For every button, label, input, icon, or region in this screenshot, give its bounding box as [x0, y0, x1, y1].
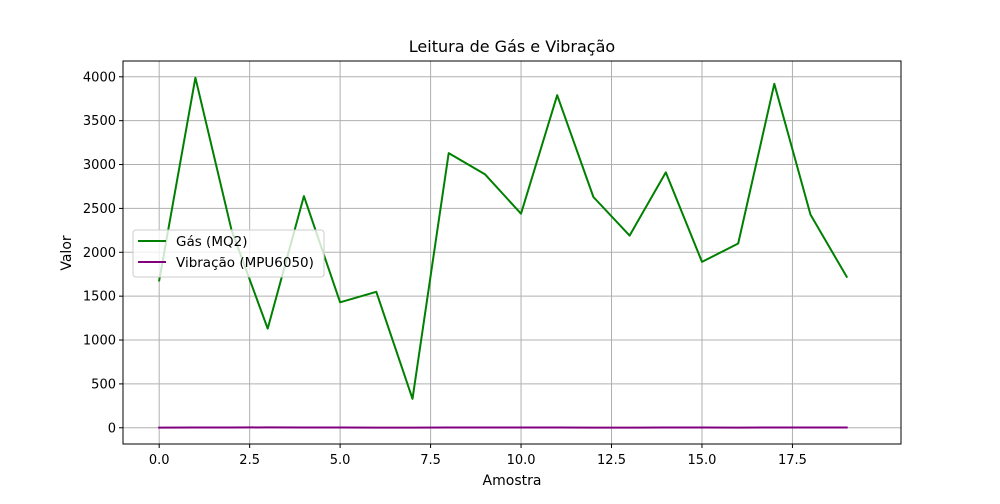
y-tick-label: 1000	[83, 334, 116, 349]
chart-title: Leitura de Gás e Vibração	[409, 37, 615, 56]
x-tick-label: 12.5	[597, 453, 626, 468]
y-tick-label: 2500	[83, 202, 116, 217]
x-tick-label: 17.5	[778, 453, 807, 468]
y-tick-label: 0	[108, 421, 116, 436]
y-tick-label: 3000	[83, 158, 116, 173]
y-tick-label: 4000	[83, 70, 116, 85]
y-tick-label: 2000	[83, 246, 116, 261]
x-tick-label: 10.0	[507, 453, 536, 468]
legend: Gás (MQ2) Vibração (MPU6050)	[133, 230, 324, 277]
x-tick-label: 7.5	[420, 453, 441, 468]
legend-label-gas: Gás (MQ2)	[176, 234, 247, 250]
y-tick-label: 1500	[83, 290, 116, 305]
legend-label-vibration: Vibração (MPU6050)	[176, 255, 314, 271]
x-tick-label: 15.0	[688, 453, 717, 468]
x-axis-label: Amostra	[483, 473, 542, 489]
y-axis-label: Valor	[59, 235, 75, 271]
x-tick-label: 0.0	[149, 453, 170, 468]
x-tick-label: 5.0	[330, 453, 351, 468]
y-tick-label: 3500	[83, 114, 116, 129]
x-tick-label: 2.5	[239, 453, 260, 468]
y-tick-label: 500	[91, 377, 116, 392]
